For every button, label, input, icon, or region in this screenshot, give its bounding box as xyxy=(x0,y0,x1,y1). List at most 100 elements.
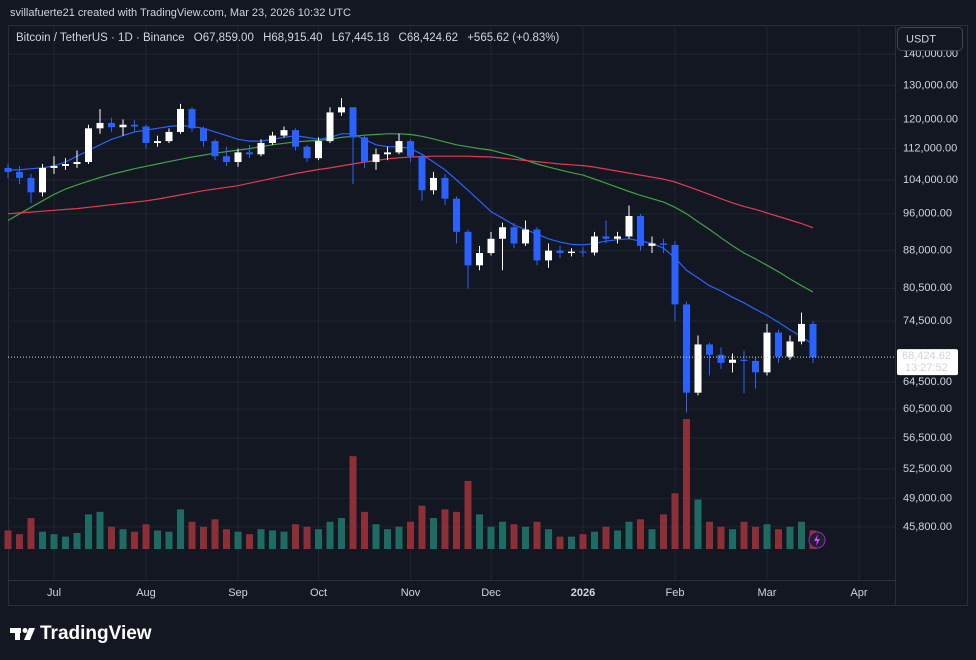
ohlc-value: 68,915.40 xyxy=(271,32,322,44)
volume-bar xyxy=(96,511,104,549)
candle-body xyxy=(809,323,817,358)
y-tick-label: 120,000.00 xyxy=(903,113,958,125)
volume-bar xyxy=(430,518,437,549)
volume-bar xyxy=(441,509,449,549)
volume-bar xyxy=(740,521,748,549)
currency[interactable]: USDT xyxy=(906,33,936,45)
volume-bar xyxy=(223,529,230,549)
candle-body xyxy=(441,177,449,199)
legend: Bitcoin / TetherUS · 1D · Binance O67,85… xyxy=(16,32,559,44)
x-tick-label: Oct xyxy=(310,587,327,599)
ohlc-label: O xyxy=(194,32,203,44)
volume-bar xyxy=(464,480,472,549)
volume-bar xyxy=(510,524,518,549)
candle-body xyxy=(165,131,173,142)
candle-body xyxy=(211,141,219,157)
volume-bar xyxy=(729,529,736,549)
volume-bar xyxy=(269,530,276,549)
candle-body xyxy=(131,124,138,127)
volume-bar xyxy=(315,529,322,549)
y-tick-label: 140,000.00 xyxy=(903,48,958,60)
volume-bar xyxy=(648,529,656,549)
candle-body xyxy=(729,359,736,363)
axes: 140,000.00 130,000.00 120,000.00 112,000.00… xyxy=(8,48,958,599)
x-tick-label: Sep xyxy=(228,587,248,599)
candle-body xyxy=(671,244,679,305)
y-tick-label: 60,500.00 xyxy=(903,403,952,415)
candle-body xyxy=(234,152,242,163)
x-tick-label: Feb xyxy=(666,587,685,599)
last-price-box xyxy=(897,349,958,376)
volume-bar xyxy=(165,531,173,549)
candle-body xyxy=(476,253,483,266)
volume-bar xyxy=(4,530,12,549)
x-tick-label: Dec xyxy=(481,587,501,599)
candle-body xyxy=(96,122,104,129)
volume-bar xyxy=(418,505,426,549)
x-tick-label: Aug xyxy=(136,587,156,599)
volume-bar xyxy=(522,526,529,549)
y-tick-label: 56,500.00 xyxy=(903,432,952,444)
y-tick-label: 74,500.00 xyxy=(903,315,952,327)
candle-body xyxy=(775,332,782,357)
x-tick-label: 2026 xyxy=(571,587,595,599)
volume-bar xyxy=(706,521,713,549)
candle-body xyxy=(740,359,748,361)
candle-body xyxy=(292,130,299,147)
volume-bar xyxy=(637,519,644,549)
volume-bar xyxy=(579,534,587,549)
last-price-label: 68,424.62 xyxy=(902,350,951,362)
volume-bar xyxy=(234,531,242,549)
volume-bar xyxy=(752,526,759,549)
volume-bar xyxy=(73,532,81,549)
volume-bar xyxy=(188,521,196,549)
y-tick-label: 130,000.00 xyxy=(903,79,958,91)
candle-body xyxy=(522,229,529,244)
chart-pane xyxy=(8,25,896,581)
candle-body xyxy=(625,216,633,237)
grid xyxy=(8,25,895,580)
candle-body xyxy=(717,354,725,363)
countdown: 13:27:52 xyxy=(905,362,948,374)
volume-bar xyxy=(16,534,23,549)
volume-bar xyxy=(361,511,368,549)
x-tick-label: Mar xyxy=(758,587,777,599)
candle-body xyxy=(85,128,92,163)
candle-body xyxy=(315,141,322,159)
volume-bar xyxy=(487,526,495,549)
candle-body xyxy=(798,323,805,342)
currency-button[interactable] xyxy=(897,27,963,51)
logo-part xyxy=(22,628,28,633)
candle-body xyxy=(786,341,794,357)
volume-bar xyxy=(476,514,483,549)
volume-bar xyxy=(683,419,690,549)
candle-body xyxy=(464,231,472,266)
volume-bar xyxy=(660,514,667,549)
candle-body xyxy=(648,243,656,246)
candle-body xyxy=(119,124,127,128)
candles xyxy=(4,98,817,413)
y-tick-label: 104,000.00 xyxy=(903,174,958,186)
volume-bar xyxy=(786,526,794,549)
candle-body xyxy=(418,156,426,191)
volume-bar xyxy=(717,526,725,549)
candle-body xyxy=(660,243,667,245)
volume-bar xyxy=(27,518,35,549)
y-tick-label: 88,000.00 xyxy=(903,245,952,257)
volume-bar xyxy=(246,534,253,549)
volume-bar xyxy=(39,531,46,549)
logo-part xyxy=(24,628,35,640)
candle-body xyxy=(62,163,69,166)
volume-bar xyxy=(154,530,161,549)
y-tick-label: 49,000.00 xyxy=(903,492,952,504)
volume-bar xyxy=(108,526,115,549)
candle-body xyxy=(384,152,391,155)
candle-body xyxy=(591,236,598,253)
volume-bar xyxy=(602,526,610,549)
volume-bar xyxy=(211,519,219,549)
candle-body xyxy=(257,142,265,155)
candle-body xyxy=(694,344,702,393)
attribution: svillafuerte21 created with TradingView.… xyxy=(10,7,351,19)
x-tick-label: Nov xyxy=(401,587,421,599)
